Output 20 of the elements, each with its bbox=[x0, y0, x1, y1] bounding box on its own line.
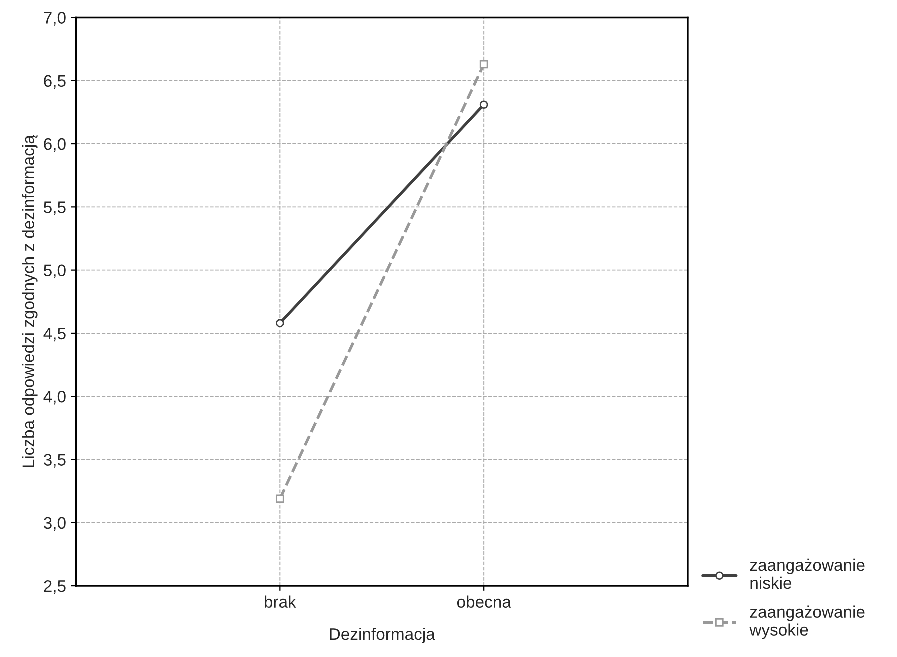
y-tick-label: 6,5 bbox=[44, 75, 66, 90]
y-tick-label: 2,5 bbox=[44, 580, 66, 594]
x-axis-title: Dezinformacja bbox=[330, 628, 436, 644]
legend-label: zaangażowanie wysokie bbox=[750, 606, 865, 640]
y-tick-label: 3,5 bbox=[44, 454, 66, 468]
point bbox=[276, 494, 284, 504]
y-tick-label: 5,0 bbox=[44, 264, 66, 278]
y-tick-label: 4,5 bbox=[44, 328, 66, 342]
x-tick-label: obecna bbox=[457, 596, 512, 608]
legend-label: zaangażowanie niskie bbox=[750, 558, 865, 590]
y-tick-label: 3,0 bbox=[44, 517, 66, 532]
point bbox=[480, 100, 488, 110]
y-axis-title: Liczba odpowiedzi zgodnych z dezinformacją bbox=[22, 135, 38, 468]
y-tick-label: 7,0 bbox=[44, 12, 66, 26]
y-tick-label: 5,5 bbox=[44, 202, 66, 216]
x-tick-label: brak bbox=[265, 596, 296, 608]
point bbox=[276, 319, 284, 328]
y-tick-label: 6,0 bbox=[44, 138, 66, 152]
y-tick-label: 4,0 bbox=[44, 391, 66, 405]
point bbox=[480, 60, 488, 69]
